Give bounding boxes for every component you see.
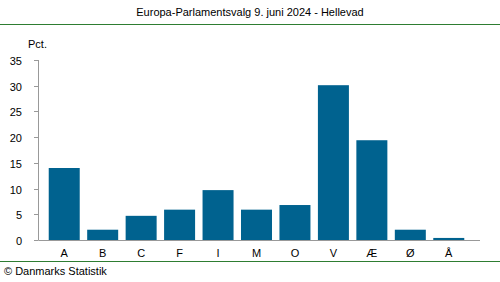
y-tick: [34, 214, 39, 215]
chart-svg: Europa-Parlamentsvalg 9. juni 2024 - Hel…: [0, 0, 500, 282]
title: Europa-Parlamentsvalg 9. juni 2024 - Hel…: [136, 6, 363, 18]
x-tick-label: I: [217, 247, 220, 259]
bar: [395, 230, 426, 240]
x-tick-label: Å: [445, 247, 453, 259]
x-tick-label: F: [176, 247, 183, 259]
x-tick-label: Æ: [366, 247, 377, 259]
y-tick: [34, 137, 39, 138]
y-tick: [34, 60, 39, 61]
x-tick-label: B: [99, 247, 106, 259]
bar: [203, 190, 234, 240]
bar: [241, 210, 272, 240]
source-note: © Danmarks Statistik: [4, 265, 107, 277]
bar: [318, 85, 349, 240]
y-tick: [34, 86, 39, 87]
x-axis-line: [39, 240, 481, 241]
x-tick-label: Ø: [406, 247, 415, 259]
x-tick-label: M: [252, 247, 261, 259]
x-tick-label: O: [291, 247, 300, 259]
y-tick: [34, 111, 39, 112]
bar: [87, 230, 118, 240]
y-tick-label: 25: [10, 106, 22, 118]
y-tick: [34, 240, 39, 241]
y-tick-label: 5: [16, 209, 22, 221]
chart-container: Europa-Parlamentsvalg 9. juni 2024 - Hel…: [0, 0, 500, 282]
y-tick: [34, 163, 39, 164]
bar: [126, 216, 157, 240]
y-tick-label: 20: [10, 132, 22, 144]
bar: [433, 238, 464, 240]
x-tick-label: A: [61, 247, 69, 259]
bars: [49, 85, 465, 240]
x-tick-label: C: [137, 247, 145, 259]
bar: [279, 205, 310, 240]
bar: [356, 140, 387, 240]
y-tick: [34, 189, 39, 190]
frame-line: [0, 261, 500, 262]
y-tick-label: 35: [10, 55, 22, 67]
y-tick-label: 10: [10, 184, 22, 196]
y-tick-label: 15: [10, 158, 22, 170]
y-tick-label: 0: [16, 235, 22, 247]
y-tick-label: 30: [10, 81, 22, 93]
frame-line: [0, 24, 500, 25]
y-axis-label: Pct.: [28, 38, 47, 50]
x-tick-label: V: [330, 247, 338, 259]
bar: [164, 210, 195, 240]
bar: [49, 168, 80, 240]
